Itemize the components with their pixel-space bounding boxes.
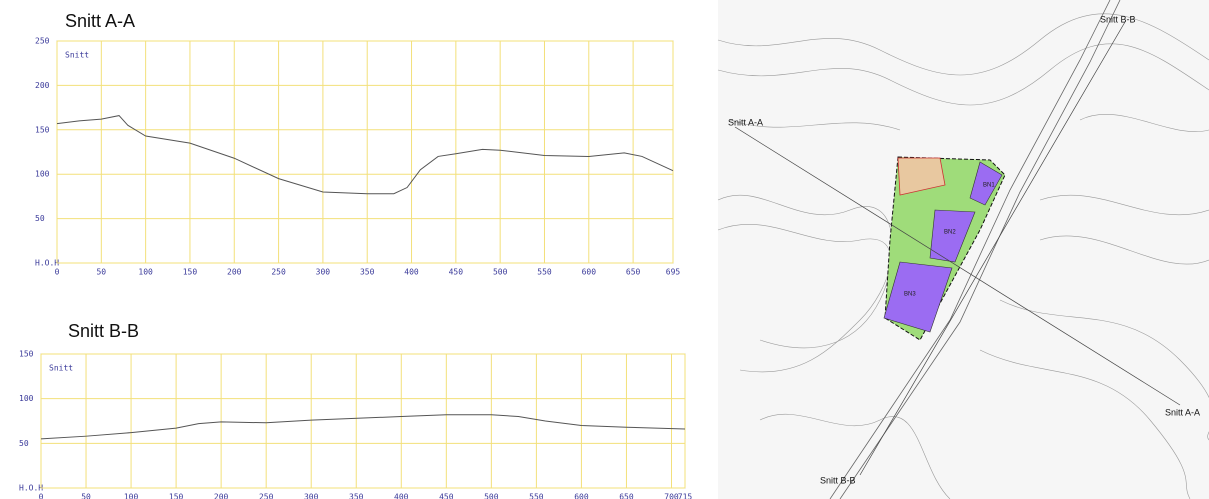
chart-title: Snitt B-B: [68, 321, 139, 341]
x-tick-label: 350: [360, 268, 375, 277]
y-tick-label: 150: [35, 125, 50, 134]
zone-label: BN3: [904, 292, 916, 298]
zone-label: BN2: [944, 230, 956, 236]
y-tick-label: 200: [35, 81, 50, 90]
x-tick-label: 600: [574, 493, 589, 499]
x-tick-label: 300: [304, 493, 319, 499]
x-tick-label: 600: [582, 268, 597, 277]
site-map: Snitt B-B Snitt A-A Snitt A-A Snitt B-B …: [718, 0, 1209, 499]
x-tick-label: 50: [96, 268, 106, 277]
y-tick-label: 50: [35, 214, 45, 223]
x-tick-label: 300: [316, 268, 331, 277]
x-tick-label: 450: [439, 493, 454, 499]
x-tick-label: 550: [537, 268, 552, 277]
x-tick-label: 350: [349, 493, 364, 499]
page: Snitt B-B Snitt A-A Snitt A-A Snitt B-B …: [0, 0, 1209, 499]
zone-label: BN1: [983, 183, 995, 189]
x-tick-label: 250: [259, 493, 274, 499]
x-tick-label: 250: [271, 268, 286, 277]
x-tick-label: 0: [39, 493, 44, 499]
map-label: Snitt A-A: [1165, 407, 1200, 417]
x-tick-label: 400: [394, 493, 409, 499]
x-tick-label: 715: [678, 493, 693, 499]
y-tick-label: H.O.H: [19, 484, 43, 493]
y-tick-label: 100: [35, 170, 50, 179]
x-tick-label: 695: [666, 268, 681, 277]
x-tick-label: 650: [619, 493, 634, 499]
plot-frame: [41, 354, 685, 488]
x-tick-label: 0: [55, 268, 60, 277]
x-tick-label: 200: [214, 493, 229, 499]
map-label: Snitt B-B: [1100, 14, 1136, 24]
plot-frame: [57, 41, 673, 263]
x-tick-label: 100: [124, 493, 139, 499]
x-tick-label: 200: [227, 268, 242, 277]
x-tick-label: 150: [183, 268, 198, 277]
map-label: Snitt B-B: [820, 475, 856, 485]
y-tick-label: 250: [35, 37, 50, 46]
x-tick-label: 650: [626, 268, 641, 277]
x-tick-label: 50: [81, 493, 91, 499]
x-tick-label: 700: [664, 493, 679, 499]
inner-label: Snitt: [65, 51, 89, 60]
x-tick-label: 550: [529, 493, 544, 499]
x-tick-label: 450: [449, 268, 464, 277]
x-tick-label: 400: [404, 268, 419, 277]
map-label: Snitt A-A: [728, 117, 763, 127]
x-tick-label: 500: [493, 268, 508, 277]
x-tick-label: 150: [169, 493, 184, 499]
y-tick-label: H.O.H: [35, 259, 59, 268]
x-tick-label: 100: [138, 268, 153, 277]
y-tick-label: 150: [19, 350, 34, 359]
y-tick-label: 50: [19, 439, 29, 448]
chart-title: Snitt A-A: [65, 11, 135, 31]
x-tick-label: 500: [484, 493, 499, 499]
inner-label: Snitt: [49, 364, 73, 373]
y-tick-label: 100: [19, 394, 34, 403]
